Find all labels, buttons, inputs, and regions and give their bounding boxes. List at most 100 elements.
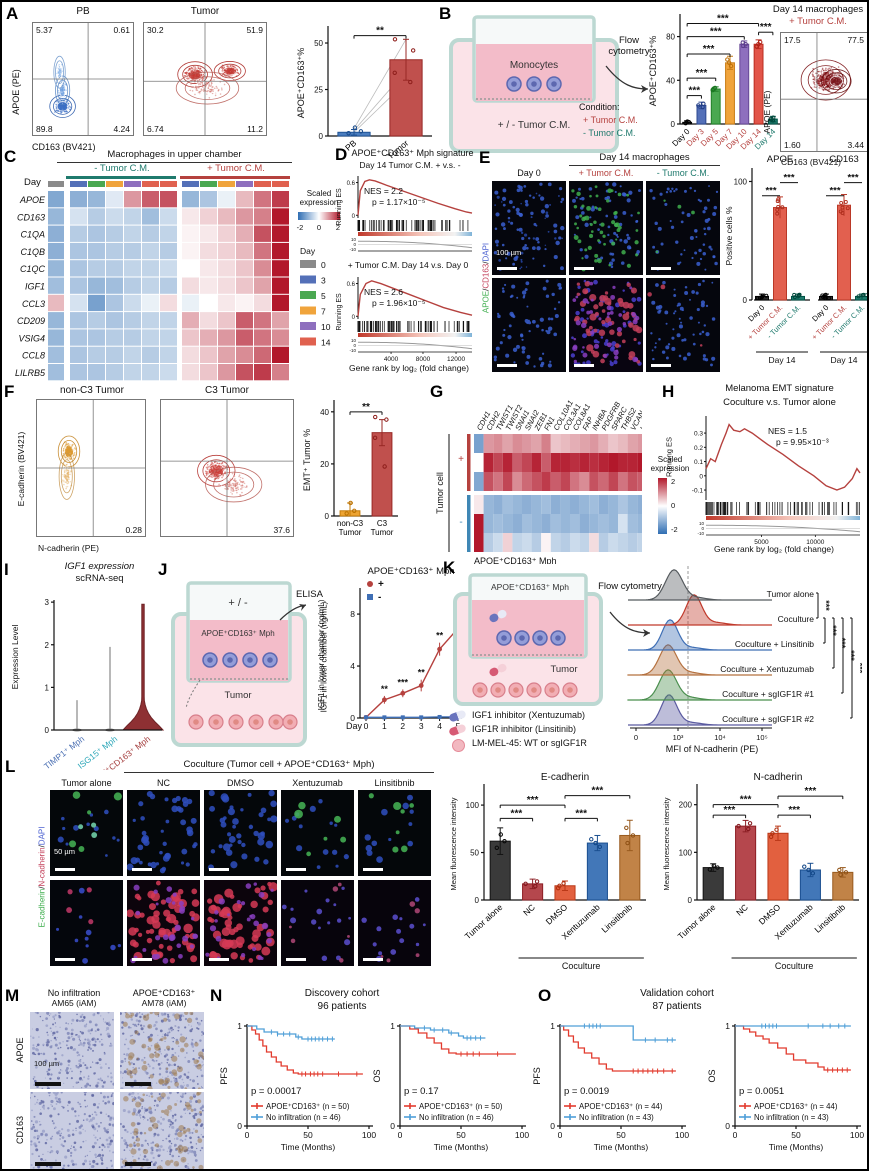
panel-b-flow-label: Flow cytometry bbox=[608, 35, 650, 57]
svg-text:0.3: 0.3 bbox=[694, 431, 703, 438]
svg-text:+ / -: + / - bbox=[228, 597, 248, 609]
panel-l-header: Coculture (Tumor cell + APOE⁺CD163⁺ Mph) bbox=[124, 759, 434, 773]
svg-text:4.24: 4.24 bbox=[113, 124, 130, 134]
svg-text:Scaled: Scaled bbox=[658, 455, 682, 464]
panel-o-letter: O bbox=[538, 986, 552, 1005]
svg-text:10⁵: 10⁵ bbox=[756, 733, 767, 742]
panel-m-ihc-image bbox=[30, 1092, 114, 1169]
svg-text:IGF1 in lower chamber (ng/mL): IGF1 in lower chamber (ng/mL) bbox=[317, 599, 326, 710]
panel-a-pb-flow-plot: 5.37 0.61 89.8 4.24 bbox=[32, 22, 134, 136]
panel-n-os-km-plot: 1 0 OS 0 50 100 Time (Months) p = 0.17 APOE⁺CD16… bbox=[370, 1016, 535, 1168]
svg-text:***: *** bbox=[527, 795, 539, 806]
svg-text:0.61: 0.61 bbox=[113, 25, 130, 35]
l-ncad-svg: 0 100 200 Mean fluorescence intensity N-cadh… bbox=[662, 772, 859, 971]
svg-text:1.60: 1.60 bbox=[784, 140, 801, 150]
j-arrow-svg bbox=[279, 604, 307, 621]
svg-text:APOE⁺CD163⁺%: APOE⁺CD163⁺% bbox=[648, 36, 658, 107]
svg-text:3: 3 bbox=[419, 721, 424, 731]
svg-text:Coculture + sgIGF1R #2: Coculture + sgIGF1R #2 bbox=[722, 714, 814, 724]
svg-text:APOE⁺CD163⁺ Mph: APOE⁺CD163⁺ Mph bbox=[474, 556, 557, 564]
j-schema-svg: + / - APOE⁺CD163⁺ Mph Tumor bbox=[171, 581, 307, 747]
panel-l-image bbox=[281, 790, 354, 876]
svg-text:Coculture: Coculture bbox=[778, 614, 815, 624]
svg-text:0.2: 0.2 bbox=[694, 445, 703, 452]
svg-text:0: 0 bbox=[353, 343, 356, 348]
svg-text:100: 100 bbox=[679, 848, 693, 857]
panel-j-line-chart: APOE⁺CD163⁺ Mph 0 4 8 IGF1 in lower chamber … bbox=[314, 562, 474, 764]
l-img-r1c3-svg bbox=[204, 790, 277, 876]
panel-b-letter: B bbox=[439, 4, 452, 23]
f-nonc3-svg: 0.28 bbox=[36, 399, 146, 537]
svg-text:0: 0 bbox=[671, 501, 675, 510]
panel-l-image bbox=[204, 880, 277, 966]
panel-c-header: Macrophages in upper chamber bbox=[57, 149, 292, 163]
panel-o-pfs-km-plot: 1 0 PFS 0 50 100 Time (Months) p = 0.0019 APOE⁺C… bbox=[530, 1016, 695, 1168]
panel-l-image bbox=[358, 790, 431, 876]
svg-text:0: 0 bbox=[701, 526, 704, 531]
panel-l-image bbox=[127, 790, 200, 876]
b-arrow-svg bbox=[605, 65, 649, 93]
svg-text:12000: 12000 bbox=[447, 356, 465, 363]
panel-a-letter: A bbox=[6, 4, 19, 23]
panel-a-tumor-flow-plot: 30.2 51.9 6.74 11.2 bbox=[143, 22, 267, 136]
panel-m-col2-title: APOE⁺CD163⁺ bbox=[132, 988, 196, 998]
svg-text:+ / - Tumor C.M.: + / - Tumor C.M. bbox=[498, 120, 571, 131]
svg-text:APOE: APOE bbox=[767, 154, 793, 165]
svg-text:**: ** bbox=[376, 26, 384, 37]
l-img-r1c5-svg bbox=[358, 790, 431, 876]
panel-m-col1-title: No infiltration bbox=[47, 988, 101, 998]
panel-e-col1: Day 0 bbox=[517, 168, 541, 178]
panel-k-letter: K bbox=[443, 558, 456, 577]
panel-h-x-label: Gene rank by log₂ (fold change) bbox=[713, 544, 834, 554]
svg-text:8: 8 bbox=[350, 609, 355, 619]
svg-text:Mean fluorescence intensity: Mean fluorescence intensity bbox=[449, 797, 458, 890]
svg-text:0: 0 bbox=[45, 726, 50, 735]
panel-l-image bbox=[127, 880, 200, 966]
panel-l-ncadherin-chart: 0 100 200 Mean fluorescence intensity N-cadh… bbox=[657, 762, 867, 988]
svg-text:4: 4 bbox=[350, 661, 355, 671]
svg-text:***: *** bbox=[765, 186, 776, 197]
panel-g-heatmap: CDH1 CDH2 TWIST1 TWIST2 SNAI1 SNAI2 ZEB1 FN1 COL… bbox=[427, 382, 642, 564]
panel-l-image bbox=[204, 790, 277, 876]
svg-text:***: *** bbox=[511, 808, 523, 819]
panel-h-title-2: Coculture v.s. Tumor alone bbox=[723, 397, 836, 408]
svg-text:10: 10 bbox=[351, 338, 357, 343]
svg-text:0: 0 bbox=[688, 896, 693, 905]
e-img-r2c2-svg bbox=[569, 278, 643, 372]
svg-text:***: *** bbox=[398, 677, 409, 687]
svg-text:Tumor: Tumor bbox=[550, 664, 577, 675]
svg-text:-0.1: -0.1 bbox=[692, 488, 704, 495]
panel-l-stain-ecad: E-cadherin bbox=[37, 888, 47, 928]
svg-text:Coculture + Linsitinib: Coculture + Linsitinib bbox=[735, 639, 814, 649]
panel-h-gsea: 0.3 0.2 0.1 0 -0.1 10 0 -10 5000 10000 NES = 1.5 p … bbox=[678, 410, 867, 544]
l-img-r2c3-svg bbox=[204, 880, 277, 966]
panel-e-stain-dapi: DAPI bbox=[481, 242, 491, 262]
svg-text:7: 7 bbox=[321, 307, 326, 317]
panel-f-title-1: non-C3 Tumor bbox=[60, 385, 124, 396]
panel-b-transwell-schematic: Monocytes + / - Tumor C.M. bbox=[448, 14, 620, 154]
panel-e-image-minus-top bbox=[646, 181, 720, 275]
panel-l-ecadherin-chart: 0 50 100 Mean fluorescence intensity E-cadhe… bbox=[444, 762, 656, 988]
panel-e-stain-apoe: APOE bbox=[481, 290, 491, 314]
panel-l-image bbox=[358, 880, 431, 966]
panel-i-title-1: IGF1 expression bbox=[64, 561, 135, 572]
svg-text:17.5: 17.5 bbox=[784, 35, 801, 45]
l-img-r1c4-svg bbox=[281, 790, 354, 876]
panel-n-title-1: Discovery cohort bbox=[304, 988, 380, 999]
svg-text:Mean fluorescence intensity: Mean fluorescence intensity bbox=[662, 797, 671, 890]
panel-b-condition-title: Condition: bbox=[579, 102, 620, 112]
panel-e-col2: + Tumor C.M. bbox=[578, 168, 634, 178]
panel-k-transwell-schematic: APOE⁺CD163⁺ Mph Tumor bbox=[452, 572, 604, 707]
svg-text:***: *** bbox=[724, 805, 736, 816]
svg-text:***: *** bbox=[717, 13, 729, 24]
panel-l-image bbox=[50, 790, 123, 876]
svg-text:25: 25 bbox=[314, 86, 323, 95]
svg-text:N-cadherin: N-cadherin bbox=[754, 772, 803, 783]
svg-text:expression: expression bbox=[651, 464, 690, 473]
svg-text:0: 0 bbox=[475, 896, 480, 905]
svg-text:Linsitibnib: Linsitibnib bbox=[812, 902, 847, 935]
svg-text:5000: 5000 bbox=[754, 539, 769, 544]
panel-m-row1-label: APOE bbox=[14, 1037, 25, 1063]
